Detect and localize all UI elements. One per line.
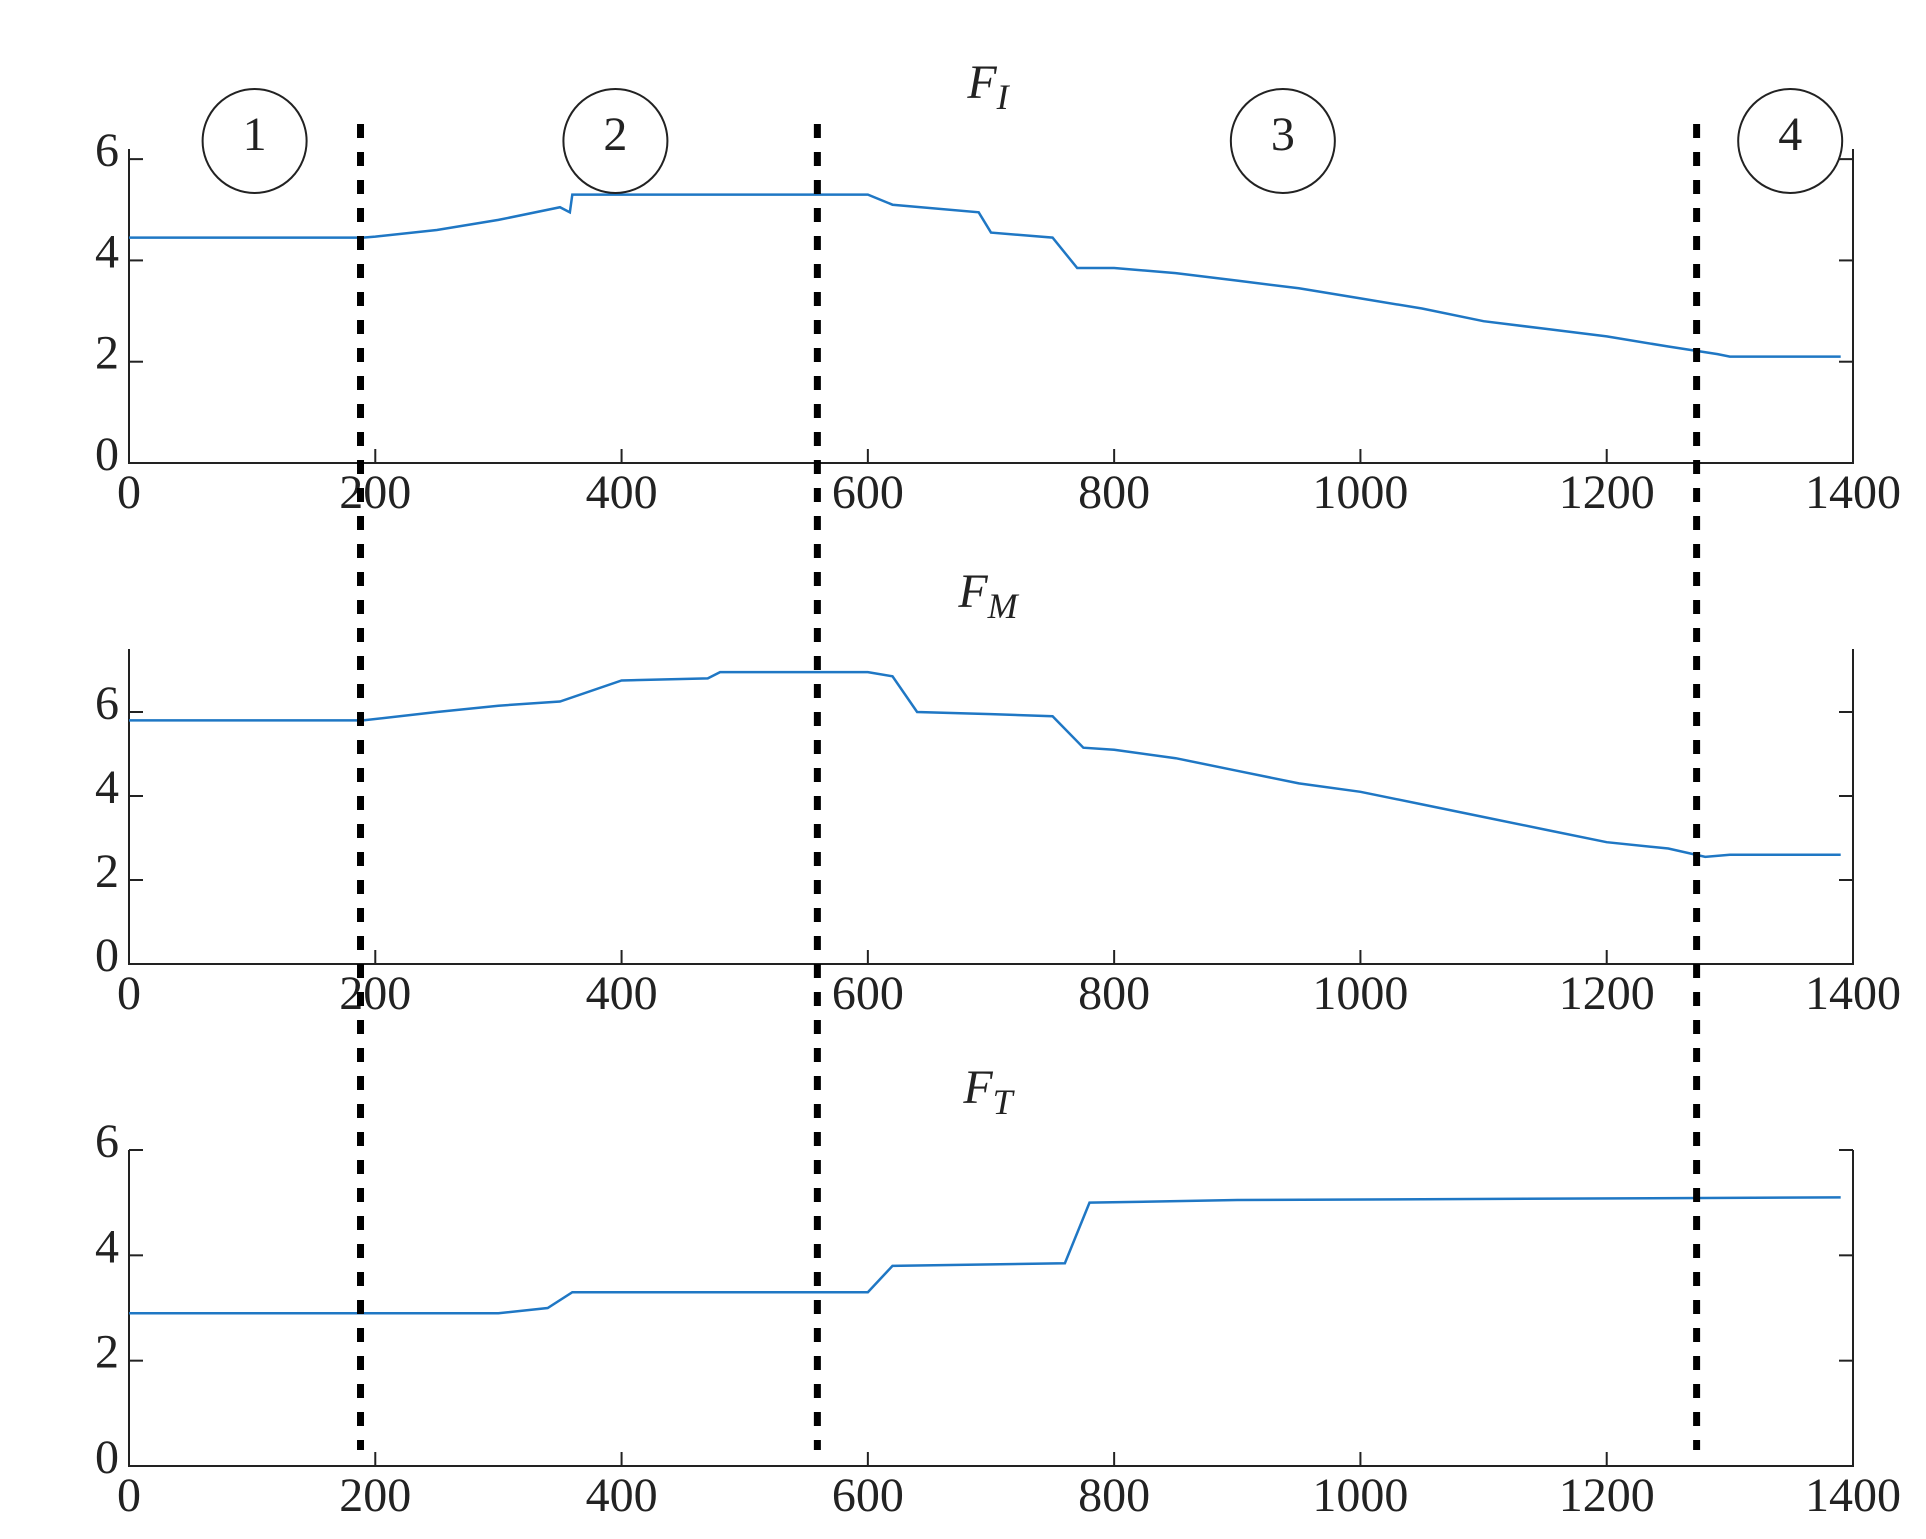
title-main: F (962, 1061, 993, 1114)
phase-circle (201, 88, 308, 194)
title-main: F (966, 56, 997, 109)
y-tick-label: 2 (95, 327, 119, 380)
x-tick-label: 0 (117, 466, 141, 519)
phase-circle (1229, 88, 1336, 194)
x-tick-label: 1000 (1312, 1469, 1408, 1522)
data-line (129, 670, 1841, 859)
x-tick-label: 400 (586, 1469, 658, 1522)
x-tick-label: 800 (1078, 466, 1150, 519)
x-tick-label: 600 (832, 1469, 904, 1522)
y-tick-label: 6 (95, 1115, 119, 1168)
phase-label: 3 (1271, 108, 1295, 161)
x-tick-label: 400 (586, 466, 658, 519)
x-tick-label: 800 (1078, 1469, 1150, 1522)
x-tick-label: 200 (339, 1469, 411, 1522)
title-subscript: I (996, 77, 1011, 117)
x-tick-label: 800 (1078, 967, 1150, 1020)
axes (128, 649, 1854, 965)
phase-label: 4 (1778, 108, 1802, 161)
x-tick-label: 1000 (1312, 967, 1408, 1020)
y-tick-label: 2 (95, 845, 119, 898)
axes (128, 149, 1854, 464)
title-main: F (957, 565, 988, 618)
x-tick-label: 400 (586, 967, 658, 1020)
x-tick-label: 1400 (1805, 967, 1901, 1020)
y-tick-label: 4 (95, 1220, 119, 1273)
x-tick-label: 1400 (1805, 1469, 1901, 1522)
chart-title: FT (962, 1061, 1015, 1122)
phase-label: 2 (603, 108, 627, 161)
phase-label: 1 (243, 108, 267, 161)
x-tick-label: 1200 (1559, 967, 1655, 1020)
y-tick-label: 6 (95, 124, 119, 177)
y-tick-label: 6 (95, 677, 119, 730)
title-subscript: T (993, 1082, 1016, 1122)
x-tick-label: 200 (339, 466, 411, 519)
y-tick-label: 2 (95, 1326, 119, 1379)
title-subscript: M (987, 586, 1020, 626)
y-tick-label: 0 (95, 1431, 119, 1484)
data-line (129, 193, 1841, 358)
chart-title: FM (957, 565, 1019, 626)
y-tick-label: 0 (95, 929, 119, 982)
y-tick-label: 0 (95, 428, 119, 481)
chart-title: FI (966, 56, 1010, 117)
x-tick-label: 0 (117, 967, 141, 1020)
x-tick-label: 1200 (1559, 466, 1655, 519)
x-tick-label: 1000 (1312, 466, 1408, 519)
x-tick-label: 1200 (1559, 1469, 1655, 1522)
phase-circle (1737, 88, 1844, 194)
y-tick-label: 4 (95, 761, 119, 814)
phase-circle (562, 88, 669, 194)
y-tick-label: 4 (95, 225, 119, 278)
x-tick-label: 600 (832, 967, 904, 1020)
x-tick-label: 200 (339, 967, 411, 1020)
data-line (129, 1196, 1841, 1315)
x-tick-label: 600 (832, 466, 904, 519)
axes (128, 1150, 1854, 1467)
x-tick-label: 1400 (1805, 466, 1901, 519)
x-tick-label: 0 (117, 1469, 141, 1522)
